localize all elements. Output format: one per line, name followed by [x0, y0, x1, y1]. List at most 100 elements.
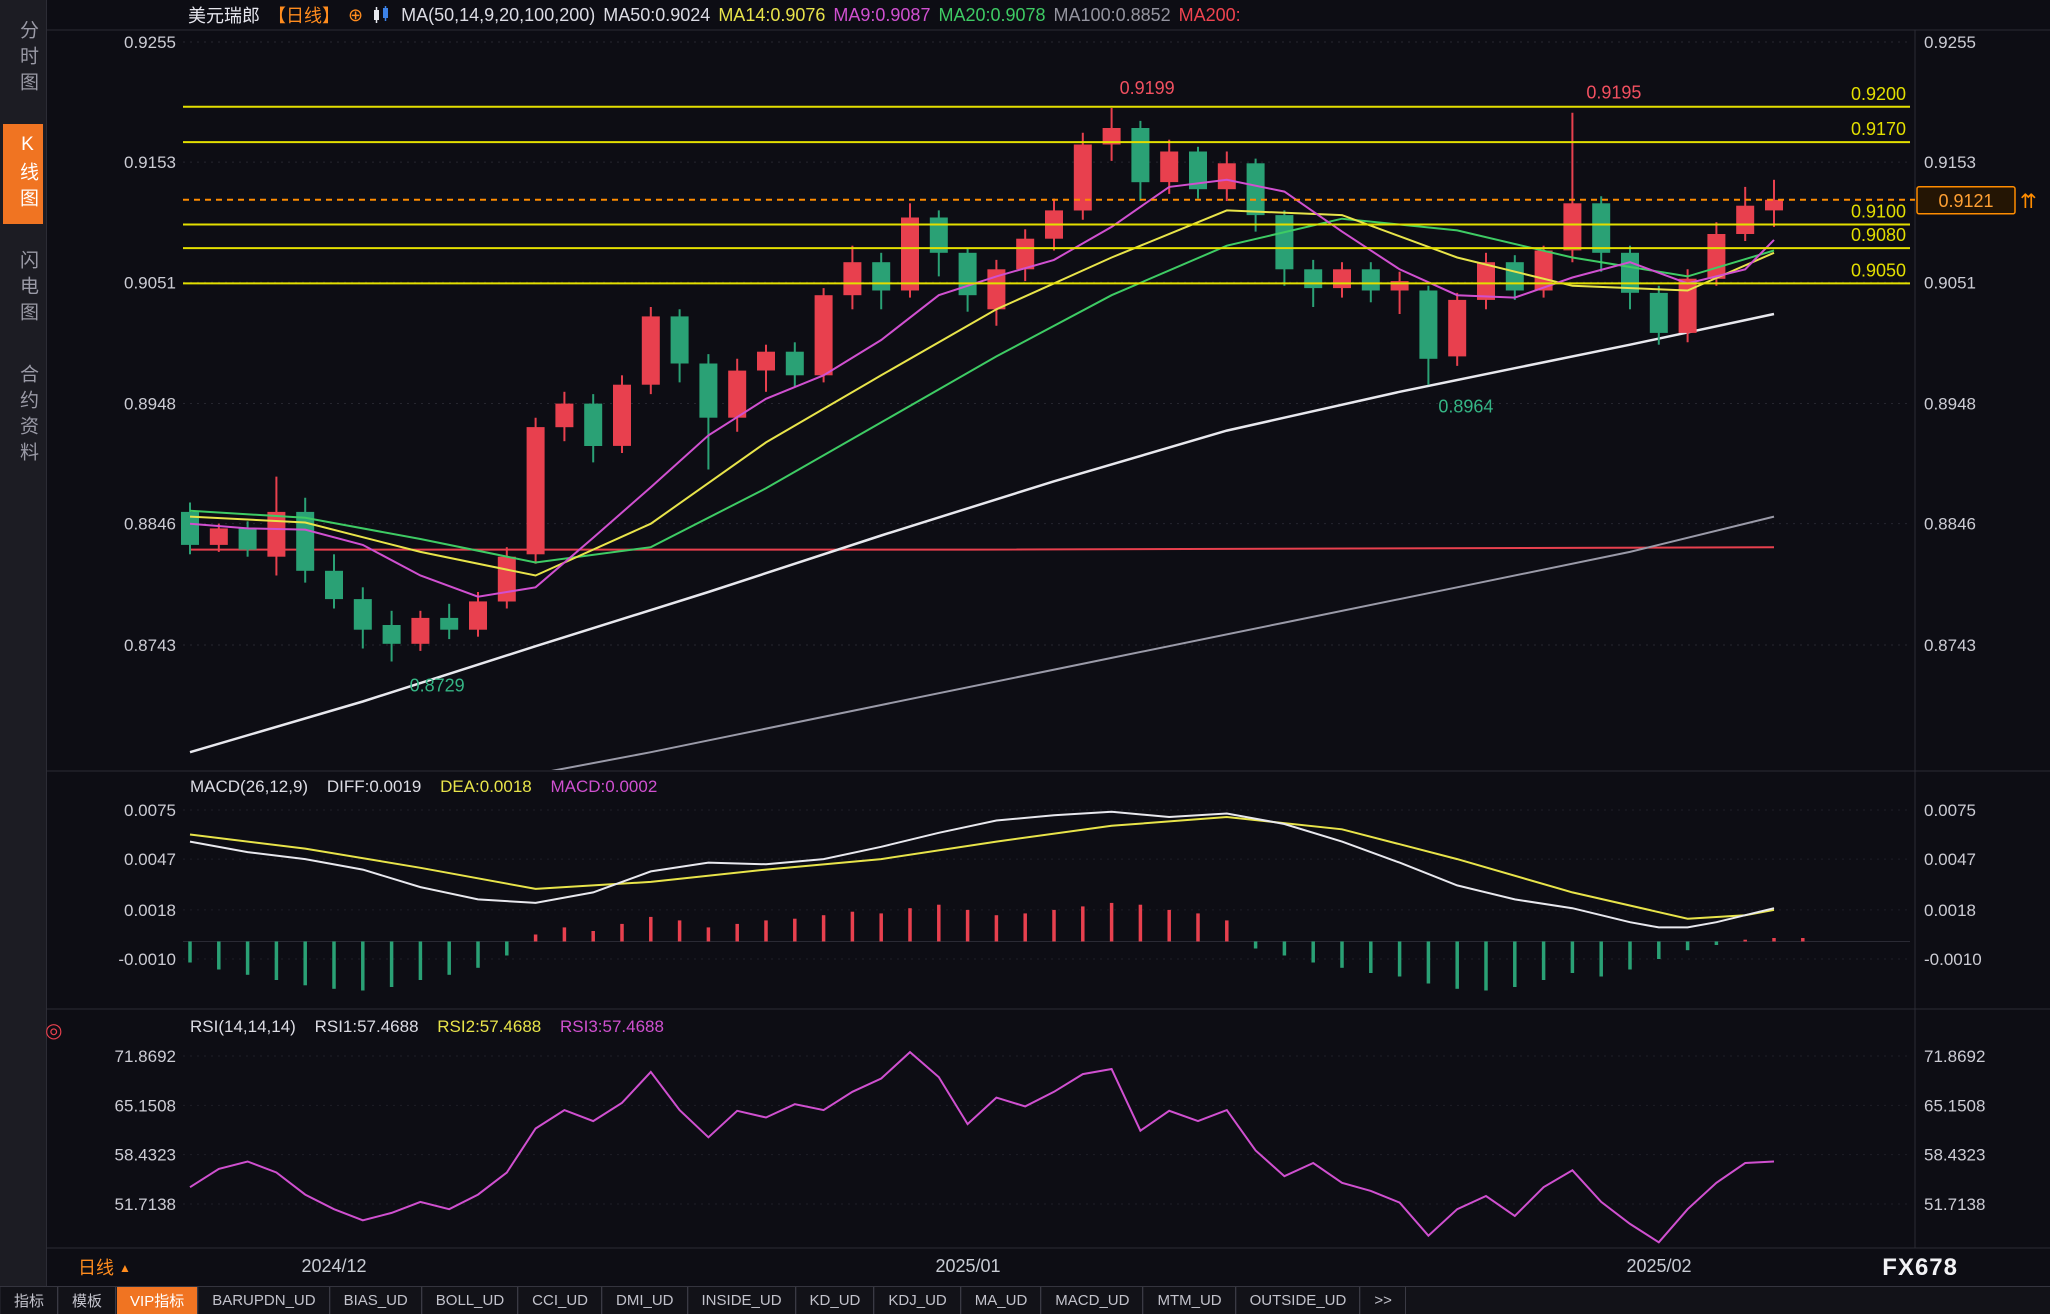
svg-text:71.8692: 71.8692 [1924, 1047, 1985, 1066]
toolbar-tab-2[interactable]: VIP指标 [116, 1287, 199, 1314]
macd-panel-header: MACD(26,12,9) DIFF:0.0019 DEA:0.0018 MAC… [190, 777, 671, 797]
rsi-grid: 71.8692 71.8692 65.1508 65.1508 58.4323 58.43… [115, 1047, 1986, 1214]
macd-value: MACD:0.0002 [550, 777, 658, 796]
macd-params-label: MACD(26,12,9) [190, 777, 309, 796]
swing-price-label: 0.9199 [1120, 78, 1175, 98]
sidebar-tab-contract-info[interactable]: 合约资料 [17, 364, 38, 468]
macd-lines [189, 810, 1775, 929]
chart-header: 美元瑞郎 【日线】 ⊕ MA(50,14,9,20,100,200) MA50:… [47, 0, 2050, 30]
level-price-label: 0.9200 [1851, 84, 1906, 104]
ma14-value: MA14:0.9076 [718, 4, 826, 25]
rsi-params-label: RSI(14,14,14) [190, 1017, 296, 1036]
svg-text:0.0018: 0.0018 [124, 901, 176, 920]
date-label: 2025/01 [935, 1256, 1000, 1276]
ma-settings-label: MA(50,14,9,20,100,200) [401, 4, 596, 25]
panel-drag-handle-icon[interactable]: ◎ [45, 1020, 63, 1042]
jump-to-latest-icon[interactable]: ⇈ [2020, 191, 2037, 213]
rsi2-value: RSI2:57.4688 [437, 1017, 542, 1036]
svg-text:51.7138: 51.7138 [115, 1195, 176, 1214]
period-tag[interactable]: 【日线】 [268, 6, 340, 26]
time-axis-labels: 2024/12 2025/01 2025/02 [301, 1256, 1691, 1276]
axis-tick-label: 0.8846 [124, 515, 176, 534]
left-sidebar: 分时图 K线图 闪电图 合约资料 [0, 0, 47, 1286]
level-price-label: 0.9080 [1851, 225, 1906, 245]
axis-tick-label: 0.8743 [1924, 636, 1976, 655]
rsi-line [189, 1050, 1775, 1244]
toolbar-tab-10[interactable]: KDJ_UD [874, 1287, 961, 1314]
axis-tick-label: 0.8743 [124, 636, 176, 655]
period-label: 日线 [78, 1258, 114, 1278]
price-annotations: 0.9199 0.9195 0.8964 0.8729 [410, 78, 1642, 696]
toolbar-tab-15[interactable]: >> [1360, 1287, 1406, 1314]
macd-grid: 0.0075 0.0075 0.0047 0.0047 0.0018 0.0018 -0.0… [118, 801, 1981, 969]
svg-text:0.0018: 0.0018 [1924, 901, 1976, 920]
axis-tick-label: 0.8948 [1924, 395, 1976, 414]
sidebar-tab-kline-chart[interactable]: K线图 [3, 124, 43, 224]
period-selector[interactable]: 日线 ▲ [78, 1254, 131, 1280]
svg-text:0.0075: 0.0075 [124, 801, 176, 820]
axis-tick-label: 0.8948 [124, 395, 176, 414]
toolbar-tab-11[interactable]: MA_UD [960, 1287, 1042, 1314]
axis-tick-label: 0.8846 [1924, 515, 1976, 534]
ma9-value: MA9:0.9087 [833, 4, 931, 25]
candles-layer [181, 108, 1783, 662]
rsi3-value: RSI3:57.4688 [559, 1017, 664, 1036]
toolbar-tab-13[interactable]: MTM_UD [1143, 1287, 1236, 1314]
candlestick-mini-icon [371, 5, 393, 25]
axis-tick-label: 0.9153 [124, 153, 176, 172]
brand-watermark: FX678 [1882, 1254, 1958, 1281]
rsi-panel-header: RSI(14,14,14) RSI1:57.4688 RSI2:57.4688 … [190, 1017, 678, 1037]
toolbar-tab-3[interactable]: BARUPDN_UD [198, 1287, 330, 1314]
swing-price-label: 0.8729 [410, 676, 465, 696]
toolbar-tab-6[interactable]: CCI_UD [518, 1287, 602, 1314]
toolbar-tab-8[interactable]: INSIDE_UD [687, 1287, 796, 1314]
sidebar-tab-timeshare-chart[interactable]: 分时图 [17, 20, 38, 98]
ma-lines-under [189, 312, 1775, 770]
date-label: 2025/02 [1626, 1256, 1691, 1276]
svg-text:0.0075: 0.0075 [1924, 801, 1976, 820]
sidebar-tab-lightning-chart[interactable]: 闪电图 [17, 250, 38, 328]
macd-dea-value: DEA:0.0018 [440, 777, 532, 796]
swing-price-label: 0.8964 [1438, 397, 1493, 417]
ma100-value: MA100:0.8852 [1053, 4, 1171, 25]
swing-price-label: 0.9195 [1586, 83, 1641, 103]
toolbar-tab-9[interactable]: KD_UD [795, 1287, 875, 1314]
add-indicator-icon[interactable]: ⊕ [348, 4, 364, 25]
svg-text:-0.0010: -0.0010 [1924, 950, 1982, 969]
price-level-lines[interactable]: 0.9200 0.9170 0.9100 0.9080 0.9050 [183, 84, 1910, 285]
period-up-arrow-icon: ▲ [119, 1261, 131, 1275]
toolbar-tab-0[interactable]: 指标 [0, 1287, 59, 1314]
axis-tick-label: 0.9051 [1924, 273, 1976, 292]
rsi1-value: RSI1:57.4688 [314, 1017, 419, 1036]
ma50-value: MA50:0.9024 [603, 4, 711, 25]
axis-tick-label: 0.9255 [124, 33, 176, 52]
symbol-title: 美元瑞郎 [188, 6, 260, 26]
toolbar-tab-4[interactable]: BIAS_UD [329, 1287, 422, 1314]
level-price-label: 0.9100 [1851, 202, 1906, 222]
svg-text:58.4323: 58.4323 [1924, 1146, 1985, 1165]
toolbar-tab-1[interactable]: 模板 [58, 1287, 117, 1314]
svg-text:58.4323: 58.4323 [115, 1146, 176, 1165]
toolbar-tab-14[interactable]: OUTSIDE_UD [1235, 1287, 1361, 1314]
axis-tick-label: 0.9255 [1924, 33, 1976, 52]
svg-text:71.8692: 71.8692 [115, 1047, 176, 1066]
toolbar-tab-12[interactable]: MACD_UD [1041, 1287, 1144, 1314]
svg-text:51.7138: 51.7138 [1924, 1195, 1985, 1214]
date-label: 2024/12 [301, 1256, 366, 1276]
svg-text:65.1508: 65.1508 [115, 1096, 176, 1115]
ma20-value: MA20:0.9078 [938, 4, 1046, 25]
svg-text:65.1508: 65.1508 [1924, 1096, 1985, 1115]
svg-text:-0.0010: -0.0010 [118, 950, 176, 969]
svg-text:0.0047: 0.0047 [124, 850, 176, 869]
level-price-label: 0.9170 [1851, 119, 1906, 139]
svg-text:0.0047: 0.0047 [1924, 850, 1976, 869]
main-price-grid: 0.9255 0.9255 0.9153 0.9153 0.9051 0.9051 0.89… [124, 33, 1976, 655]
toolbar-tab-5[interactable]: BOLL_UD [421, 1287, 519, 1314]
macd-diff-value: DIFF:0.0019 [326, 777, 422, 796]
axis-tick-label: 0.9153 [1924, 153, 1976, 172]
toolbar-tab-7[interactable]: DMI_UD [602, 1287, 688, 1314]
current-price-marker: 0.9121 ⇈ [183, 186, 2037, 215]
ma200-value: MA200: [1178, 4, 1241, 25]
